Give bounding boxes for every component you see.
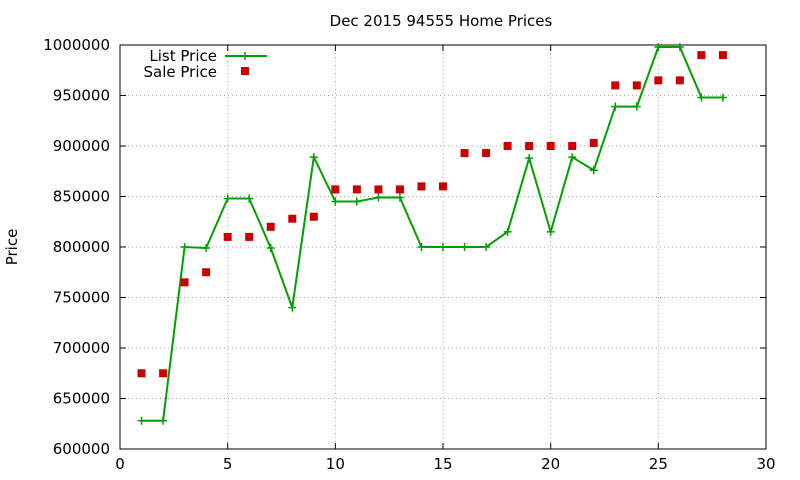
list-price-point — [697, 93, 706, 102]
x-tick-label: 25 — [649, 455, 668, 473]
list-price-point — [180, 243, 189, 251]
y-tick-label: 750000 — [53, 289, 110, 307]
list-price-point — [417, 243, 426, 251]
sale-price-point — [675, 76, 684, 85]
y-tick-label: 850000 — [53, 188, 110, 206]
sale-price-point — [697, 51, 706, 60]
sale-price-point — [288, 214, 297, 223]
list-price-point — [589, 166, 598, 175]
chart-title: Dec 2015 94555 Home Prices — [330, 12, 553, 30]
sale-price-point — [439, 182, 447, 191]
x-tick-label: 20 — [541, 455, 560, 473]
list-price-point — [460, 243, 469, 251]
legend: List Price Sale Price — [144, 47, 267, 81]
sale-price-point — [374, 185, 383, 194]
list-price-point — [159, 416, 168, 425]
list-price-point — [568, 153, 577, 162]
list-price-point — [223, 194, 232, 203]
list-price-point — [137, 416, 146, 425]
y-tick-label: 600000 — [53, 440, 110, 458]
list-price-point — [352, 197, 361, 206]
list-price-point — [632, 102, 641, 111]
legend-swatch-sale-price — [241, 67, 249, 75]
list-price-point — [374, 193, 383, 202]
x-tick-label: 30 — [756, 455, 775, 473]
x-tick-label: 0 — [115, 455, 125, 473]
sale-price-point — [654, 76, 663, 85]
sale-price-point — [137, 369, 146, 378]
list-price-point — [288, 303, 297, 312]
list-price-point — [482, 243, 491, 251]
list-price-point — [309, 153, 318, 162]
y-axis-label: Price — [3, 229, 21, 266]
y-tick-label: 800000 — [53, 238, 110, 256]
sale-price-point — [503, 142, 512, 150]
list-price-point — [395, 193, 404, 202]
sale-price-point — [395, 185, 404, 194]
x-tick-labels: 0 5 10 15 20 25 30 — [115, 455, 775, 473]
list-price-point — [266, 244, 275, 253]
x-tick-label: 15 — [433, 455, 452, 473]
list-price-point — [331, 197, 340, 206]
x-tick-label: 10 — [326, 455, 345, 473]
list-price-point — [439, 243, 447, 251]
y-tick-label: 1000000 — [43, 36, 110, 54]
series-layer — [137, 43, 727, 425]
sale-price-point — [223, 232, 232, 241]
list-price-line — [141, 46, 723, 422]
sale-price-point — [266, 222, 275, 231]
sale-price-point — [460, 149, 469, 158]
list-price-point — [525, 154, 534, 163]
sale-price-point — [525, 142, 534, 150]
y-tick-label: 900000 — [53, 137, 110, 155]
list-price-point — [675, 43, 684, 52]
sale-price-point — [417, 182, 426, 191]
sale-price-point — [568, 142, 577, 150]
legend-label-list-price: List Price — [149, 47, 217, 65]
list-price-point — [503, 227, 512, 236]
y-tick-label: 950000 — [53, 87, 110, 105]
list-price-point — [611, 102, 620, 111]
sale-price-point — [331, 185, 340, 194]
y-tick-label: 650000 — [53, 390, 110, 408]
y-tick-label: 700000 — [53, 339, 110, 357]
grid — [120, 45, 766, 449]
x-tick-label: 5 — [223, 455, 233, 473]
sale-price-point — [159, 369, 168, 378]
sale-price-point — [589, 138, 598, 147]
legend-marker-list-price — [241, 52, 249, 60]
sale-price-point — [245, 232, 254, 241]
sale-price-point — [718, 51, 727, 60]
axis-ticks — [119, 44, 767, 450]
sale-price-point — [482, 149, 491, 158]
legend-label-sale-price: Sale Price — [144, 63, 217, 81]
list-price-point — [718, 93, 727, 102]
sale-price-point — [202, 268, 211, 277]
y-tick-labels: 600000 650000 700000 750000 800000 850000 9000… — [43, 36, 110, 458]
sale-price-point — [180, 278, 189, 287]
list-price-point — [546, 227, 555, 236]
sale-price-point — [632, 81, 641, 90]
list-price-point — [654, 43, 663, 52]
sale-price-point — [611, 81, 620, 90]
sale-price-point — [309, 212, 318, 221]
sale-price-point — [352, 185, 361, 194]
sale-price-point — [546, 142, 555, 150]
list-price-point — [202, 244, 211, 253]
list-price-point — [245, 194, 254, 203]
